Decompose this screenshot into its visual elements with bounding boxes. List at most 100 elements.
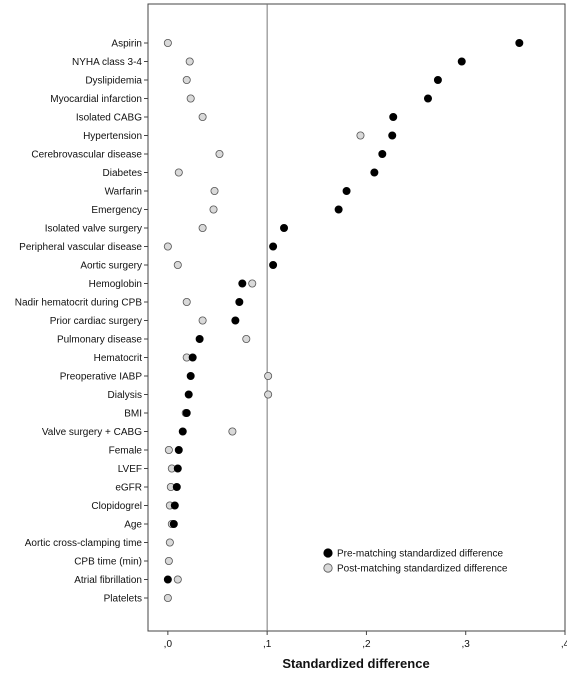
category-label: Diabetes <box>103 168 142 179</box>
category-label: Myocardial infarction <box>50 94 142 105</box>
category-label: Atrial fibrillation <box>74 575 142 586</box>
pre-matching-point <box>515 39 524 48</box>
x-tick-label: ,2 <box>362 639 371 650</box>
category-label: Dyslipidemia <box>85 76 142 87</box>
pre-matching-point <box>238 279 247 288</box>
category-label: Valve surgery + CABG <box>42 427 142 438</box>
post-matching-point <box>215 149 224 158</box>
post-matching-point <box>242 334 251 343</box>
category-label: CPB time (min) <box>74 557 142 568</box>
category-label: Cerebrovascular disease <box>31 150 142 161</box>
category-label: Age <box>124 520 142 531</box>
plot-frame <box>147 3 566 632</box>
category-label: Aortic surgery <box>80 261 142 272</box>
category-label: Female <box>109 446 143 457</box>
post-matching-point <box>264 390 273 399</box>
post-matching-point <box>164 557 173 566</box>
post-matching-point <box>198 113 207 122</box>
legend: Pre-matching standardized difference Post… <box>323 548 508 575</box>
x-tick-label: ,4 <box>561 639 567 650</box>
category-label: Nadir hematocrit during CPB <box>15 298 143 309</box>
post-matching-point <box>163 39 172 48</box>
pre-matching-point <box>170 501 179 510</box>
pre-matching-point <box>188 353 197 362</box>
post-matching-point <box>185 57 194 66</box>
category-label: Dialysis <box>108 390 142 401</box>
post-matching-point <box>210 186 219 195</box>
pre-matching-point <box>195 334 204 343</box>
category-label: Hypertension <box>83 131 142 142</box>
pre-matching-point <box>186 371 195 380</box>
category-label: Pulmonary disease <box>57 335 142 346</box>
pre-matching-point <box>173 464 182 473</box>
legend-post-matching-marker <box>323 563 333 573</box>
category-label: Peripheral vascular disease <box>19 242 142 253</box>
post-matching-point <box>173 260 182 269</box>
post-matching-point <box>198 316 207 325</box>
category-label: Hemoglobin <box>89 279 142 290</box>
data-points <box>163 39 524 603</box>
category-label: LVEF <box>118 464 142 475</box>
post-matching-point <box>209 205 218 214</box>
post-matching-point <box>186 94 195 103</box>
pre-matching-point <box>280 223 289 232</box>
legend-pre-matching-marker <box>323 548 333 558</box>
post-matching-point <box>182 297 191 306</box>
category-label: BMI <box>124 409 142 420</box>
pre-matching-point <box>423 94 432 103</box>
pre-matching-point <box>342 186 351 195</box>
pre-matching-point <box>163 575 172 584</box>
post-matching-point <box>248 279 257 288</box>
category-label: Hematocrit <box>94 353 143 364</box>
category-label: Emergency <box>91 205 142 216</box>
category-label: Warfarin <box>105 187 142 198</box>
post-matching-point <box>182 76 191 85</box>
pre-matching-point <box>269 260 278 269</box>
post-matching-point <box>164 445 173 454</box>
pre-matching-point <box>172 482 181 491</box>
pre-matching-point <box>178 427 187 436</box>
pre-matching-point <box>269 242 278 251</box>
post-matching-point <box>198 223 207 232</box>
category-label: Platelets <box>104 594 142 605</box>
pre-matching-point <box>182 408 191 417</box>
category-label: Aspirin <box>111 39 142 50</box>
post-matching-point <box>174 168 183 177</box>
x-axis-label: Standardized difference <box>282 656 429 671</box>
pre-matching-point <box>184 390 193 399</box>
post-matching-point <box>163 594 172 603</box>
pre-matching-point <box>231 316 240 325</box>
legend-pre-matching-label: Pre-matching standardized difference <box>337 549 503 560</box>
pre-matching-point <box>235 297 244 306</box>
post-matching-point <box>356 131 365 140</box>
pre-matching-point <box>334 205 343 214</box>
post-matching-point <box>228 427 237 436</box>
pre-matching-point <box>378 149 387 158</box>
pre-matching-point <box>370 168 379 177</box>
category-labels: Aspirin NYHA class 3-4 Dyslipidemia Myocard… <box>15 39 148 605</box>
category-label: eGFR <box>115 483 142 494</box>
category-label: Isolated valve surgery <box>45 224 142 235</box>
legend-post-matching-label: Post-matching standardized difference <box>337 564 508 575</box>
x-axis-ticks: ,0 ,1 ,2 ,3 ,4 <box>164 631 567 650</box>
pre-matching-point <box>388 131 397 140</box>
category-label: NYHA class 3-4 <box>72 57 142 68</box>
pre-matching-point <box>433 76 442 85</box>
pre-matching-point <box>457 57 466 66</box>
category-label: Prior cardiac surgery <box>50 316 142 327</box>
post-matching-point <box>173 575 182 584</box>
x-tick-label: ,1 <box>263 639 272 650</box>
category-label: Isolated CABG <box>76 113 142 124</box>
pre-matching-point <box>389 113 398 122</box>
post-matching-point <box>165 538 174 547</box>
pre-matching-point <box>169 520 178 529</box>
category-label: Clopidogrel <box>91 501 142 512</box>
post-matching-point <box>264 371 273 380</box>
category-label: Preoperative IABP <box>60 372 143 383</box>
category-label: Aortic cross-clamping time <box>25 538 143 549</box>
post-matching-point <box>163 242 172 251</box>
pre-matching-point <box>174 445 183 454</box>
x-tick-label: ,3 <box>462 639 471 650</box>
x-tick-label: ,0 <box>164 639 173 650</box>
